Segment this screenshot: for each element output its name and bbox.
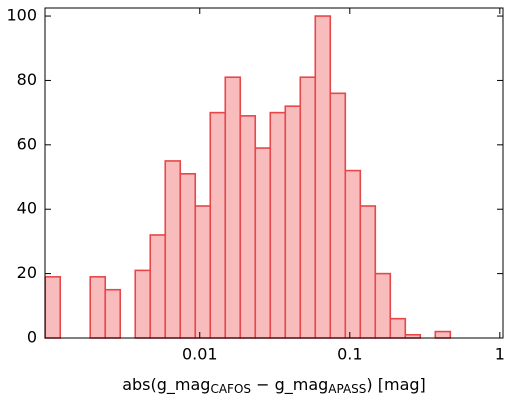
- bar: [134, 269, 152, 339]
- bar: [374, 272, 392, 339]
- bar: [149, 234, 167, 339]
- bar: [284, 105, 302, 339]
- bar: [359, 205, 377, 339]
- bar: [299, 76, 317, 339]
- bar: [44, 276, 62, 339]
- bar: [314, 15, 332, 339]
- y-tick-label: 100: [6, 6, 37, 25]
- y-tick-label: 40: [17, 199, 37, 218]
- y-tick-label: 80: [17, 70, 37, 89]
- y-tick-label: 60: [17, 134, 37, 153]
- plot-frame: [44, 7, 504, 339]
- bar: [329, 92, 347, 339]
- bar: [389, 317, 407, 339]
- y-tick-label: 0: [27, 328, 37, 347]
- bar: [89, 276, 107, 339]
- bar: [254, 147, 272, 339]
- bar: [269, 111, 287, 339]
- y-tick-label: 20: [17, 263, 37, 282]
- bar: [179, 173, 197, 339]
- bar: [344, 169, 362, 339]
- bar: [194, 205, 212, 339]
- x-tick-label: 0.1: [337, 345, 362, 364]
- bar: [104, 288, 122, 339]
- x-axis-label: abs(g_magCAFOS − g_magAPASS) [mag]: [122, 375, 426, 396]
- bar: [209, 111, 227, 339]
- bar: [434, 330, 452, 339]
- x-tick-label: 1: [495, 345, 505, 364]
- bar: [224, 76, 242, 339]
- bar: [164, 160, 182, 339]
- bar: [239, 115, 257, 339]
- x-tick-label: 0.01: [182, 345, 218, 364]
